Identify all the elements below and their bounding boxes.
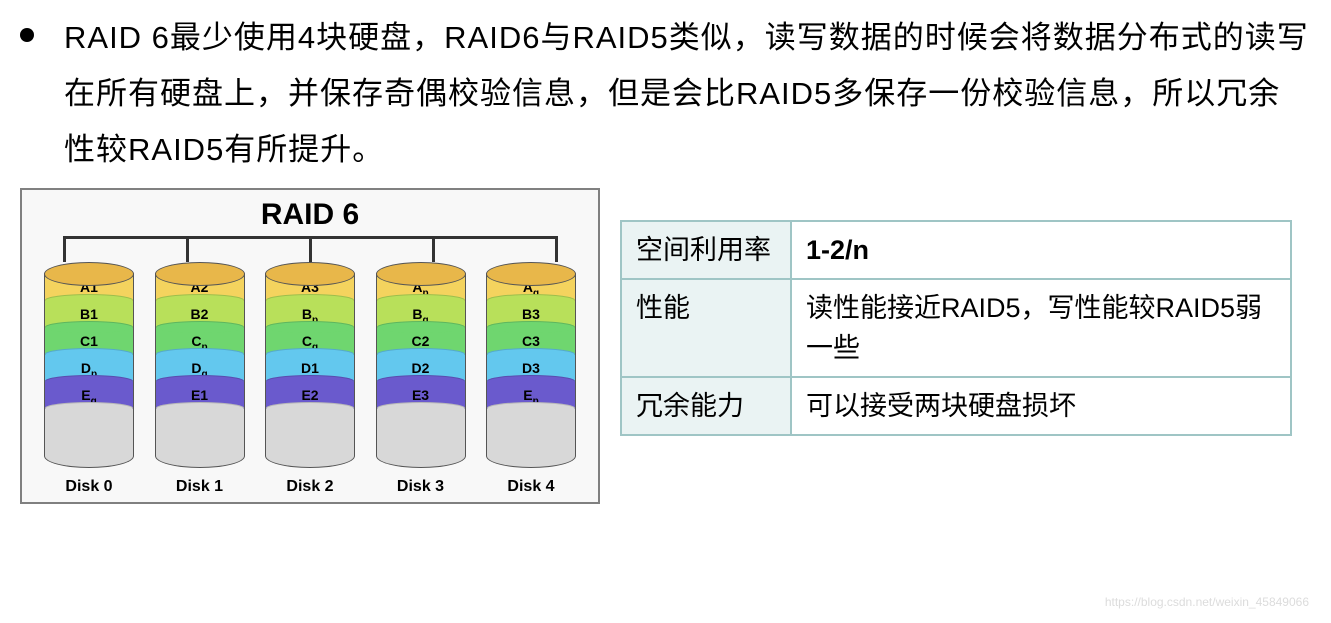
content-row: RAID 6 A1B1C1DpEqDisk 0A2B2CpDqE1Disk 1A… (20, 188, 1311, 504)
table-key: 性能 (621, 279, 791, 377)
description-row: RAID 6最少使用4块硬盘，RAID6与RAID5类似，读写数据的时候会将数据… (20, 10, 1311, 178)
disk-column: A1B1C1DpEqDisk 0 (42, 262, 136, 496)
disk-column: A3BpCqD1E2Disk 2 (263, 262, 357, 496)
disk-label: Disk 3 (397, 478, 444, 496)
watermark-text: https://blog.csdn.net/weixin_45849066 (1105, 595, 1309, 609)
disk-label: Disk 4 (507, 478, 554, 496)
table-row: 性能读性能接近RAID5，写性能较RAID5弱一些 (621, 279, 1291, 377)
disk-label: Disk 0 (65, 478, 112, 496)
table-value: 可以接受两块硬盘损坏 (791, 377, 1291, 435)
disk-label: Disk 2 (286, 478, 333, 496)
disk-column: ApBqC2D2E3Disk 3 (374, 262, 468, 496)
table-value: 读性能接近RAID5，写性能较RAID5弱一些 (791, 279, 1291, 377)
bus-connector (64, 236, 556, 262)
diagram-title: RAID 6 (34, 198, 586, 232)
table-key: 冗余能力 (621, 377, 791, 435)
disk-label: Disk 1 (176, 478, 223, 496)
info-table: 空间利用率1-2/n性能读性能接近RAID5，写性能较RAID5弱一些冗余能力可… (620, 220, 1292, 436)
table-row: 空间利用率1-2/n (621, 221, 1291, 279)
description-text: RAID 6最少使用4块硬盘，RAID6与RAID5类似，读写数据的时候会将数据… (64, 10, 1311, 178)
disk-column: A2B2CpDqE1Disk 1 (153, 262, 247, 496)
disk-column: AqB3C3D3EpDisk 4 (484, 262, 578, 496)
disks-row: A1B1C1DpEqDisk 0A2B2CpDqE1Disk 1A3BpCqD1… (34, 262, 586, 496)
table-key: 空间利用率 (621, 221, 791, 279)
table-row: 冗余能力可以接受两块硬盘损坏 (621, 377, 1291, 435)
raid-diagram: RAID 6 A1B1C1DpEqDisk 0A2B2CpDqE1Disk 1A… (20, 188, 600, 504)
bullet-icon (20, 28, 34, 42)
table-value: 1-2/n (791, 221, 1291, 279)
